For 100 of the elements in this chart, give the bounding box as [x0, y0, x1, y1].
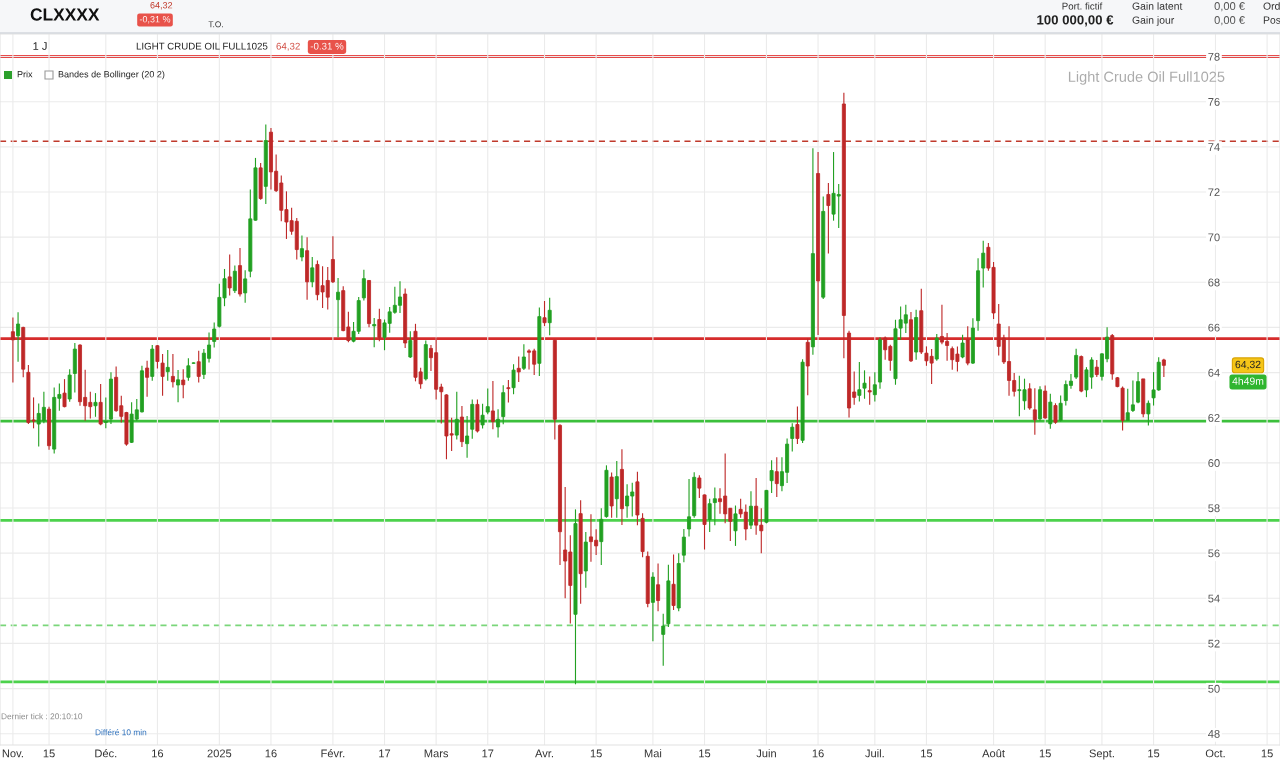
candlestick [1130, 379, 1135, 413]
candlestick [790, 422, 795, 453]
x-tick-label: 15 [921, 749, 933, 758]
candlestick [336, 277, 341, 338]
annotation: 1 J [33, 42, 47, 50]
text: T.O. [208, 21, 223, 28]
y-tick-label: 62 [1208, 413, 1220, 422]
text: 0,00 € [1214, 16, 1245, 26]
candlestick [795, 405, 800, 445]
candlestick [754, 477, 759, 536]
candlestick [625, 483, 630, 519]
text: Light Crude Oil Full1025 [1068, 71, 1225, 85]
candlestick [599, 507, 604, 566]
text: Port. fictif [1062, 2, 1103, 10]
y-tick-label: 74 [1208, 143, 1220, 151]
text: Pos [1263, 16, 1280, 24]
candlestick [480, 403, 485, 430]
x-tick-label: 16 [265, 749, 277, 758]
candlestick [707, 498, 712, 533]
x-tick-label: 15 [1148, 749, 1160, 758]
candlestick [196, 350, 201, 384]
x-tick-label: Août [982, 749, 1005, 758]
candlestick [170, 353, 175, 389]
x-tick-label: 16 [812, 749, 824, 758]
candlestick [661, 613, 666, 667]
candlestick [614, 460, 619, 519]
candlestick [1146, 400, 1151, 427]
x-tick-label: Mars [424, 749, 449, 758]
candlestick [521, 343, 526, 371]
candlestick [934, 333, 939, 362]
y-tick-label: 66 [1208, 323, 1220, 332]
annotation: Dernier tick : 20:10:10 [1, 713, 83, 720]
candlestick [408, 330, 413, 359]
text: 100 000,00 € [1037, 15, 1114, 27]
candlestick [1053, 402, 1058, 425]
x-tick-label: Févr. [321, 749, 345, 758]
annotation: LIGHT CRUDE OIL FULL1025 [136, 42, 268, 50]
candlestick [227, 253, 232, 297]
x-tick-label: 15 [43, 749, 55, 758]
candlestick [377, 308, 382, 342]
y-tick-label: 52 [1208, 639, 1220, 648]
candlestick [1058, 395, 1063, 423]
candlestick [506, 379, 511, 404]
candlestick [98, 383, 103, 426]
candlestick [681, 528, 686, 563]
candlestick [981, 240, 986, 289]
y-tick-label: 68 [1208, 278, 1220, 287]
text: 64,32 [150, 2, 173, 10]
candlestick [857, 361, 862, 403]
candlestick [671, 553, 676, 611]
candlestick [965, 325, 970, 366]
candlestick [145, 360, 150, 398]
text: 0,00 € [1214, 2, 1245, 12]
annotation: 4h49m [1232, 377, 1264, 385]
candlestick [310, 256, 315, 288]
candlestick [299, 235, 304, 262]
candlestick [862, 369, 867, 400]
candlestick [454, 391, 459, 440]
candlestick [67, 368, 72, 403]
candlestick [243, 269, 248, 304]
y-tick-label: 50 [1208, 684, 1220, 693]
x-tick-label: 2025 [207, 749, 232, 758]
candlestick [361, 269, 366, 302]
y-tick-label: 60 [1208, 459, 1220, 467]
candlestick [181, 368, 186, 399]
candlestick [547, 297, 552, 336]
candlestick [805, 337, 810, 396]
text: Gain latent [1132, 2, 1183, 10]
x-tick-label: 15 [1261, 749, 1273, 758]
text: Gain jour [1132, 16, 1175, 26]
candlestick [774, 456, 779, 498]
candlestick [465, 415, 470, 459]
x-tick-label: 17 [379, 749, 391, 758]
candlestick [485, 388, 490, 415]
candlestick [212, 321, 217, 349]
annotation: 64,32 [1235, 360, 1261, 370]
text: -0,31 % [139, 16, 171, 24]
annotation: Prix [17, 70, 33, 78]
y-tick-label: 58 [1208, 504, 1220, 513]
x-tick-label: Oct. [1205, 749, 1225, 758]
candlestick [826, 182, 831, 255]
x-tick-label: 16 [152, 749, 164, 758]
candlestick [712, 486, 717, 526]
candlestick [1136, 371, 1141, 404]
candlestick [93, 392, 98, 418]
candlestick [186, 357, 191, 382]
annotation: 64,32 [276, 42, 300, 51]
y-tick-label: 72 [1208, 188, 1220, 197]
candlestick [160, 353, 165, 397]
candlestick [496, 408, 501, 439]
candlestick [62, 378, 67, 408]
candlestick [1048, 393, 1053, 430]
x-tick-label: Mai [644, 749, 662, 758]
x-tick-label: 15 [590, 749, 602, 758]
x-tick-label: 15 [1039, 749, 1051, 758]
candlestick [372, 317, 377, 348]
annotation: Bandes de Bollinger (20 2) [58, 70, 165, 80]
y-tick-label: 54 [1208, 594, 1220, 603]
candlestick [10, 316, 15, 384]
candlestick [769, 459, 774, 494]
